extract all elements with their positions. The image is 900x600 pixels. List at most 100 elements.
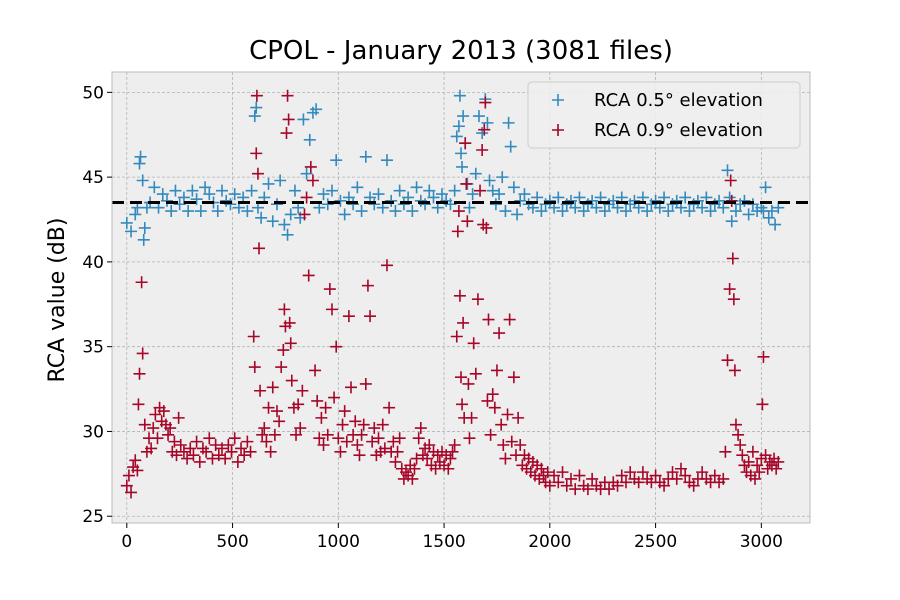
data-point [281,89,294,102]
data-point [219,452,232,465]
data-point [453,89,466,102]
data-point [636,466,649,479]
chart-title: CPOL - January 2013 (3081 files) [249,36,673,66]
data-point [311,394,324,407]
data-point [419,198,432,211]
data-point [742,455,755,468]
data-point [137,233,150,246]
data-point [164,422,177,435]
data-point [283,316,296,329]
data-point [274,174,287,187]
data-point [469,367,482,380]
data-point [238,449,251,462]
data-point [628,194,641,207]
data-point [186,184,199,197]
data-point [414,422,427,435]
data-point [266,215,279,228]
data-point [212,449,225,462]
data-point [772,455,785,468]
data-point [444,452,457,465]
data-point [725,215,738,228]
data-point [151,432,164,445]
data-point [746,445,759,458]
data-point [321,198,334,211]
x-tick-label: 1500 [422,532,465,552]
data-point [256,428,269,441]
data-point [288,184,301,197]
data-point [177,191,190,204]
y-axis-label: RCA value (dB) [45,218,70,383]
data-point [368,422,381,435]
data-point [726,252,739,265]
data-point [200,445,213,458]
data-point [364,310,377,323]
data-point [480,221,493,234]
data-point [254,384,267,397]
data-point [704,205,717,218]
data-point [389,455,402,468]
data-point [235,442,248,455]
data-point [469,167,482,180]
x-tick-label: 1000 [317,532,360,552]
data-point [147,422,160,435]
data-point [512,411,525,424]
data-point [317,188,330,201]
data-point [723,283,736,296]
data-point [310,103,323,116]
data-point [479,96,492,109]
data-point [330,154,343,167]
data-point [501,408,514,421]
data-point [262,401,275,414]
data-point [250,147,263,160]
data-point [478,123,491,136]
data-point [228,188,241,201]
data-point [751,459,764,472]
data-point [203,432,216,445]
data-point [451,225,464,238]
y-tick-label: 45 [82,168,104,188]
data-point [270,405,283,418]
data-point [275,361,288,374]
data-point [632,476,645,489]
data-point [514,439,527,452]
data-point [389,205,402,218]
data-point [717,201,730,214]
data-point [134,150,147,163]
data-point [658,191,671,204]
data-point [727,293,740,306]
data-point [476,143,489,156]
data-point [336,418,349,431]
data-point [696,201,709,214]
data-point [248,110,261,123]
data-point [215,442,228,455]
data-point [505,435,518,448]
data-point [251,167,264,180]
data-point [349,415,362,428]
data-point [253,242,266,255]
data-point [496,171,509,184]
data-point [203,188,216,201]
data-point [721,164,734,177]
data-point [457,316,470,329]
data-point [169,184,182,197]
data-point [543,479,556,492]
data-point [455,147,467,160]
data-point [278,303,291,316]
legend-frame [527,81,801,149]
data-point [380,154,393,167]
data-point [736,449,749,462]
data-point [366,435,379,448]
data-point [765,205,778,218]
data-point [376,418,389,431]
data-point [569,483,582,496]
data-point [133,157,146,170]
data-point [481,116,494,129]
data-point [300,191,313,204]
data-point [140,201,153,214]
data-point [450,330,463,343]
y-tick-label: 30 [82,422,104,442]
data-point [423,439,436,452]
plot-border [111,71,811,524]
data-point [442,462,455,475]
data-point [641,205,654,218]
